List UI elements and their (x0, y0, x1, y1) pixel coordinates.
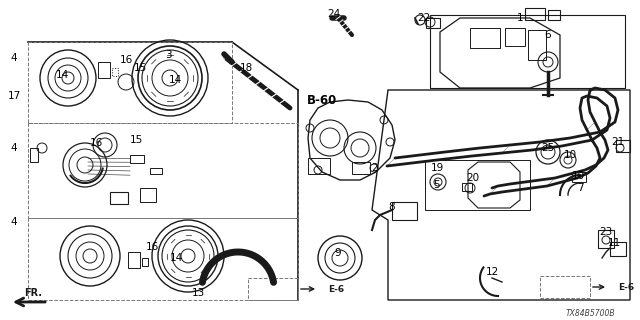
Bar (130, 155, 144, 163)
Text: 13: 13 (191, 288, 205, 298)
Text: 11: 11 (607, 238, 621, 248)
Bar (128, 252, 140, 268)
Text: 15: 15 (133, 63, 147, 73)
Text: E-6: E-6 (328, 284, 344, 293)
Text: 5: 5 (433, 180, 439, 190)
Bar (548, 10, 560, 20)
Text: 19: 19 (430, 163, 444, 173)
Text: 16: 16 (90, 138, 102, 148)
Text: E-6: E-6 (618, 283, 634, 292)
Bar (30, 148, 38, 162)
Text: 2: 2 (372, 163, 378, 173)
Text: 8: 8 (388, 202, 396, 212)
Text: FR.: FR. (24, 288, 42, 298)
Bar (598, 230, 614, 248)
Text: 20: 20 (467, 173, 479, 183)
Text: 14: 14 (170, 253, 182, 263)
Text: 3: 3 (164, 50, 172, 60)
Bar (28, 42, 232, 123)
Text: 6: 6 (545, 30, 551, 40)
Bar (430, 15, 625, 88)
Bar (392, 202, 417, 220)
Bar (142, 258, 148, 266)
Text: 14: 14 (56, 70, 68, 80)
Text: 4: 4 (11, 53, 17, 63)
Bar (140, 188, 156, 202)
Bar (28, 123, 298, 218)
Text: 15: 15 (129, 135, 143, 145)
Text: 9: 9 (335, 248, 341, 258)
Text: 23: 23 (600, 227, 612, 237)
Bar (462, 183, 472, 191)
Text: TX84B5700B: TX84B5700B (565, 309, 615, 318)
Bar (572, 172, 586, 182)
Text: B-60: B-60 (307, 93, 337, 107)
Bar (110, 192, 128, 204)
Bar (528, 30, 546, 60)
Bar (112, 68, 118, 76)
Text: 16: 16 (145, 242, 159, 252)
Bar (616, 140, 630, 152)
Text: 4: 4 (11, 143, 17, 153)
Bar (426, 18, 440, 28)
Text: 10: 10 (563, 150, 577, 160)
Text: 22: 22 (417, 13, 431, 23)
Bar (470, 28, 500, 48)
Bar (352, 162, 370, 174)
Text: 21: 21 (611, 137, 625, 147)
Text: 17: 17 (8, 91, 20, 101)
Text: 7: 7 (577, 183, 583, 193)
Text: 4: 4 (11, 217, 17, 227)
Text: 16: 16 (120, 55, 132, 65)
Text: 14: 14 (168, 75, 182, 85)
Text: 25: 25 (541, 143, 555, 153)
Bar (308, 158, 330, 174)
Text: 1: 1 (516, 13, 524, 23)
Bar (505, 28, 525, 46)
Text: 18: 18 (239, 63, 253, 73)
Text: 10: 10 (572, 171, 584, 181)
Bar (540, 276, 590, 298)
Bar (150, 168, 162, 174)
Bar (610, 242, 626, 256)
Bar (525, 8, 545, 20)
Bar (425, 160, 530, 210)
Text: 24: 24 (328, 9, 340, 19)
Bar (248, 278, 298, 300)
Text: 12: 12 (485, 267, 499, 277)
Bar (98, 62, 110, 78)
Bar (28, 218, 298, 300)
